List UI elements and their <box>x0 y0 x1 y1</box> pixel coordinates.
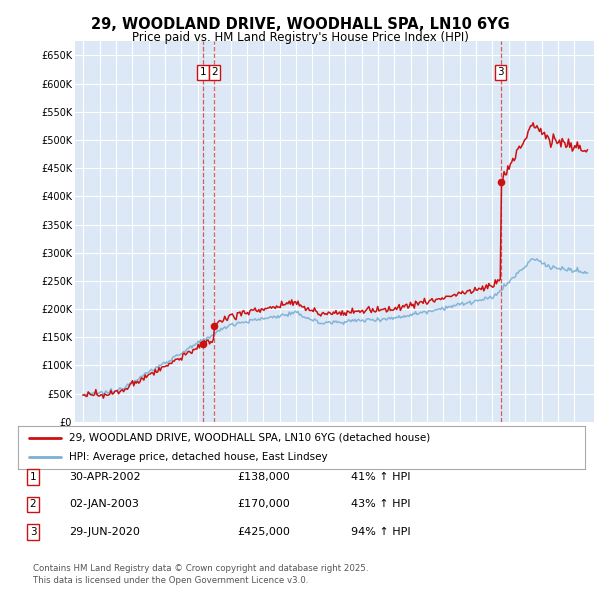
Text: £170,000: £170,000 <box>237 500 290 509</box>
Text: £425,000: £425,000 <box>237 527 290 537</box>
Text: 29, WOODLAND DRIVE, WOODHALL SPA, LN10 6YG (detached house): 29, WOODLAND DRIVE, WOODHALL SPA, LN10 6… <box>69 432 430 442</box>
Text: Price paid vs. HM Land Registry's House Price Index (HPI): Price paid vs. HM Land Registry's House … <box>131 31 469 44</box>
Text: 41% ↑ HPI: 41% ↑ HPI <box>351 472 410 481</box>
Text: 94% ↑ HPI: 94% ↑ HPI <box>351 527 410 537</box>
Text: 02-JAN-2003: 02-JAN-2003 <box>69 500 139 509</box>
Text: 29-JUN-2020: 29-JUN-2020 <box>69 527 140 537</box>
Text: 2: 2 <box>29 500 37 509</box>
Text: 1: 1 <box>200 67 206 77</box>
Text: 1: 1 <box>29 472 37 481</box>
Text: 2: 2 <box>211 67 218 77</box>
Text: 29, WOODLAND DRIVE, WOODHALL SPA, LN10 6YG: 29, WOODLAND DRIVE, WOODHALL SPA, LN10 6… <box>91 17 509 32</box>
Text: Contains HM Land Registry data © Crown copyright and database right 2025.
This d: Contains HM Land Registry data © Crown c… <box>33 565 368 585</box>
Text: HPI: Average price, detached house, East Lindsey: HPI: Average price, detached house, East… <box>69 453 328 463</box>
Text: 3: 3 <box>497 67 504 77</box>
Text: 43% ↑ HPI: 43% ↑ HPI <box>351 500 410 509</box>
Text: 3: 3 <box>29 527 37 537</box>
Text: 30-APR-2002: 30-APR-2002 <box>69 472 140 481</box>
Text: £138,000: £138,000 <box>237 472 290 481</box>
